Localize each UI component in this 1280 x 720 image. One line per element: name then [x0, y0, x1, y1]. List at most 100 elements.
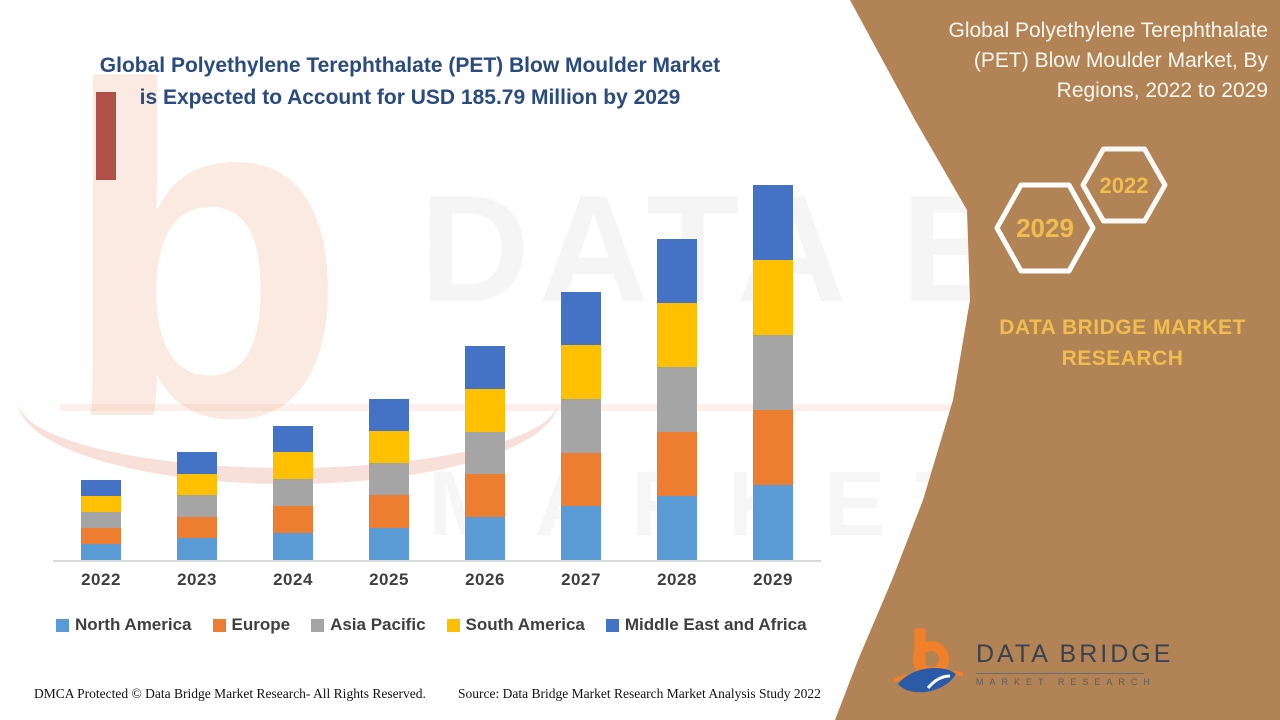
- segment-europe-2025: [369, 495, 409, 528]
- company-logo-text: DATA BRIDGE MARKET RESEARCH: [976, 628, 1173, 687]
- segment-middle-east-and-africa-2029: [753, 184, 793, 260]
- segment-south-america-2025: [369, 430, 409, 464]
- segment-asia-pacific-2025: [369, 463, 409, 496]
- segment-europe-2022: [81, 528, 121, 544]
- watermark-horizontal-line: [60, 404, 1150, 411]
- company-logo-icon: [893, 628, 964, 693]
- segment-north-america-2023: [177, 538, 217, 560]
- segment-south-america-2026: [465, 388, 505, 432]
- stacked-bar-2028: [657, 239, 697, 560]
- stacked-bar-2029: [753, 184, 793, 560]
- stacked-bar-2022: [81, 480, 121, 560]
- bar-slot-2024: [245, 180, 341, 560]
- legend-label-middle-east-and-africa: Middle East and Africa: [624, 615, 807, 634]
- segment-south-america-2027: [561, 345, 601, 399]
- legend-label-asia-pacific: Asia Pacific: [330, 615, 426, 634]
- segment-south-america-2023: [177, 473, 217, 496]
- legend-item-south-america: South America: [446, 615, 585, 635]
- segment-europe-2029: [753, 409, 793, 485]
- segment-europe-2028: [657, 431, 697, 496]
- legend-item-north-america: North America: [56, 615, 192, 635]
- segment-south-america-2024: [273, 452, 313, 480]
- segment-middle-east-and-africa-2024: [273, 425, 313, 453]
- legend-item-europe: Europe: [212, 615, 291, 635]
- legend-label-europe: Europe: [231, 615, 291, 634]
- segment-north-america-2022: [81, 544, 121, 560]
- watermark-red-accent: [96, 92, 116, 180]
- segment-asia-pacific-2022: [81, 512, 121, 528]
- hexagon-badge-2022: 2022: [1080, 146, 1168, 224]
- brand-text: DATA BRIDGE MARKET RESEARCH: [995, 312, 1250, 374]
- page-title-line2: is Expected to Account for USD 185.79 Mi…: [139, 86, 681, 109]
- x-axis-label-2024: 2024: [273, 570, 313, 589]
- segment-europe-2026: [465, 474, 505, 518]
- x-axis-label-2029: 2029: [753, 570, 793, 589]
- segment-south-america-2028: [657, 303, 697, 368]
- hexagon-badge-2029: 2029: [994, 182, 1096, 274]
- segment-north-america-2027: [561, 506, 601, 560]
- legend-item-middle-east-and-africa: Middle East and Africa: [605, 615, 807, 635]
- source-note: Source: Data Bridge Market Research Mark…: [458, 686, 821, 701]
- segment-middle-east-and-africa-2026: [465, 346, 505, 389]
- x-axis-label-2025: 2025: [369, 570, 409, 589]
- badge-year-back: 2022: [1100, 173, 1149, 198]
- segment-north-america-2029: [753, 484, 793, 560]
- legend-swatch-north-america: [56, 618, 69, 632]
- segment-middle-east-and-africa-2027: [561, 291, 601, 346]
- page-title: Global Polyethylene Terephthalate (PET) …: [30, 50, 790, 114]
- stacked-bar-2024: [273, 425, 313, 560]
- side-panel: Global Polyethylene Terephthalate (PET) …: [835, 0, 1280, 720]
- segment-europe-2023: [177, 516, 217, 539]
- brand-text-line2: RESEARCH: [1061, 347, 1184, 370]
- badge-year-front: 2029: [1016, 213, 1074, 243]
- bar-slot-2027: [533, 180, 629, 560]
- x-axis-label-2028: 2028: [657, 570, 697, 589]
- stacked-bar-2023: [177, 452, 217, 560]
- segment-asia-pacific-2023: [177, 495, 217, 517]
- segment-north-america-2028: [657, 495, 697, 560]
- x-axis-label-2026: 2026: [465, 570, 505, 589]
- segment-middle-east-and-africa-2023: [177, 452, 217, 474]
- segment-north-america-2025: [369, 527, 409, 560]
- segment-europe-2024: [273, 506, 313, 534]
- x-axis-label-2023: 2023: [177, 570, 217, 589]
- dmca-notice: DMCA Protected © Data Bridge Market Rese…: [34, 686, 426, 701]
- company-logo-name: DATA BRIDGE: [976, 640, 1174, 668]
- brand-text-line1: DATA BRIDGE MARKET: [999, 316, 1246, 339]
- segment-south-america-2029: [753, 259, 793, 335]
- stacked-bar-2027: [561, 291, 601, 560]
- bar-slot-2029: [725, 180, 821, 560]
- legend-swatch-asia-pacific: [311, 618, 325, 632]
- legend-label-north-america: North America: [75, 615, 192, 634]
- segment-north-america-2024: [273, 533, 313, 560]
- legend-swatch-south-america: [446, 618, 460, 632]
- segment-asia-pacific-2024: [273, 479, 313, 507]
- segment-asia-pacific-2027: [561, 398, 601, 453]
- x-axis-labels: 2022 2023 2024 2025 2026 2027 2028 2029: [53, 570, 821, 590]
- segment-middle-east-and-africa-2025: [369, 398, 409, 431]
- company-logo-subtitle: MARKET RESEARCH: [976, 677, 1156, 687]
- x-axis-label-2022: 2022: [81, 570, 121, 589]
- bar-slot-2026: [437, 180, 533, 560]
- stacked-bar-2026: [465, 346, 505, 560]
- legend-label-south-america: South America: [465, 615, 585, 634]
- segment-asia-pacific-2029: [753, 334, 793, 410]
- chart-legend: North America Europe Asia Pacific South Ame…: [56, 615, 807, 635]
- legend-item-asia-pacific: Asia Pacific: [311, 615, 426, 635]
- segment-north-america-2026: [465, 517, 505, 560]
- segment-middle-east-and-africa-2022: [81, 480, 121, 496]
- bar-slot-2023: [149, 180, 245, 560]
- stacked-bar-2025: [369, 398, 409, 560]
- segment-asia-pacific-2028: [657, 367, 697, 432]
- company-logo: DATA BRIDGE MARKET RESEARCH: [890, 628, 1173, 700]
- side-panel-title: Global Polyethylene Terephthalate (PET) …: [948, 19, 1268, 102]
- legend-swatch-middle-east-and-africa: [605, 618, 619, 632]
- plot-area: [53, 180, 821, 562]
- bar-slot-2025: [341, 180, 437, 560]
- page-title-line1: Global Polyethylene Terephthalate (PET) …: [99, 54, 721, 77]
- segment-asia-pacific-2026: [465, 431, 505, 475]
- segment-europe-2027: [561, 452, 601, 507]
- bar-slot-2022: [53, 180, 149, 560]
- bar-slot-2028: [629, 180, 725, 560]
